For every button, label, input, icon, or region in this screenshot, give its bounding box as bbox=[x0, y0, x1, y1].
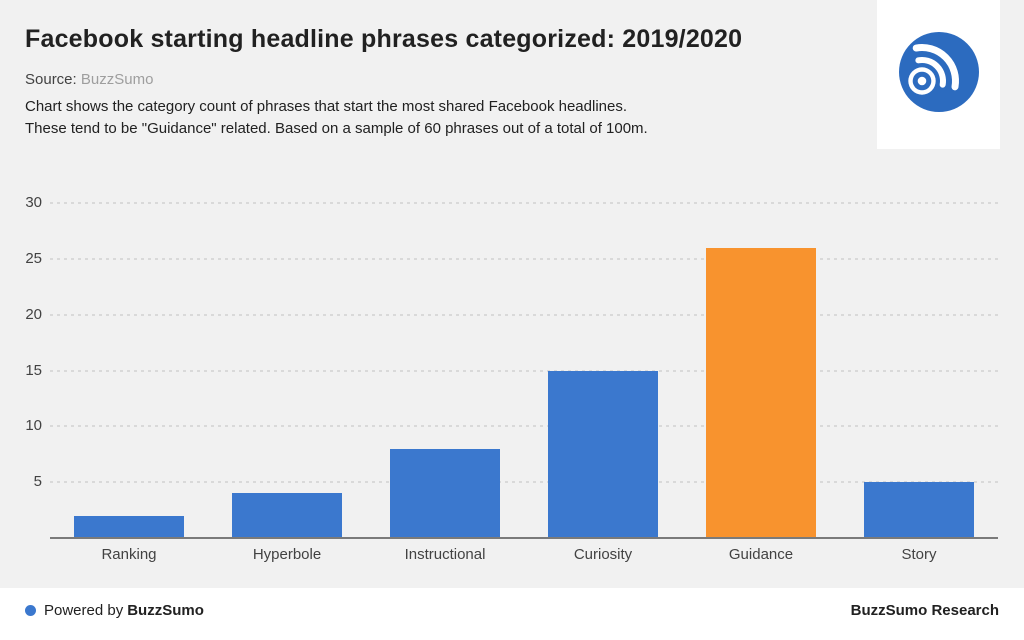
x-axis-category-ranking: Ranking bbox=[101, 546, 157, 563]
buzzsumo-rss-icon bbox=[898, 32, 979, 117]
y-axis-tick-10: 10 bbox=[25, 417, 42, 435]
y-axis-tick-5: 5 bbox=[33, 473, 42, 491]
bar-story bbox=[864, 482, 974, 538]
bar-hyperbole bbox=[232, 493, 342, 538]
bar-ranking bbox=[74, 515, 184, 538]
x-axis-category-hyperbole: Hyperbole bbox=[252, 546, 322, 563]
x-axis-category-guidance: Guidance bbox=[728, 546, 794, 563]
gridline-20 bbox=[50, 313, 998, 316]
chart-description: Chart shows the category count of phrase… bbox=[25, 96, 648, 140]
gridline-5 bbox=[50, 481, 998, 484]
gridline-25 bbox=[50, 257, 998, 260]
x-axis-line bbox=[50, 537, 998, 539]
bar-guidance bbox=[706, 247, 816, 538]
bar-instructional bbox=[390, 448, 500, 538]
y-axis-tick-30: 30 bbox=[25, 194, 42, 211]
y-axis-tick-15: 15 bbox=[25, 361, 42, 379]
description-line-1: Chart shows the category count of phrase… bbox=[25, 98, 627, 115]
source-label: Source: bbox=[25, 71, 77, 88]
source-value: BuzzSumo bbox=[80, 71, 154, 88]
gridline-30 bbox=[50, 202, 998, 204]
buzzsumo-logo bbox=[877, 0, 1000, 149]
footer-credit: BuzzSumo Research bbox=[850, 601, 999, 619]
footer: Powered by BuzzSumo BuzzSumo Research bbox=[0, 588, 1024, 640]
powered-by-link[interactable]: Powered by BuzzSumo bbox=[25, 602, 204, 619]
page-title: Facebook starting headline phrases categ… bbox=[25, 25, 743, 53]
x-axis-category-story: Story bbox=[901, 546, 937, 563]
powered-by-text: Powered by bbox=[44, 601, 124, 619]
bar-chart-plot-area: 5 10 15 20 25 30 Ranking Hyperbole Instructional… bbox=[25, 194, 998, 563]
y-axis-tick-20: 20 bbox=[25, 305, 42, 323]
gridline-15 bbox=[50, 369, 998, 372]
y-axis-tick-25: 25 bbox=[25, 249, 42, 267]
footer-dot-icon bbox=[25, 604, 36, 616]
x-axis-category-curiosity: Curiosity bbox=[573, 546, 633, 563]
source-line: Source: BuzzSumo bbox=[25, 71, 153, 88]
gridline-10 bbox=[50, 425, 998, 428]
bar-curiosity bbox=[548, 370, 658, 538]
powered-by-brand: BuzzSumo bbox=[127, 601, 204, 619]
x-axis-category-instructional: Instructional bbox=[404, 546, 486, 563]
description-line-2: These tend to be "Guidance" related. Bas… bbox=[25, 120, 648, 137]
